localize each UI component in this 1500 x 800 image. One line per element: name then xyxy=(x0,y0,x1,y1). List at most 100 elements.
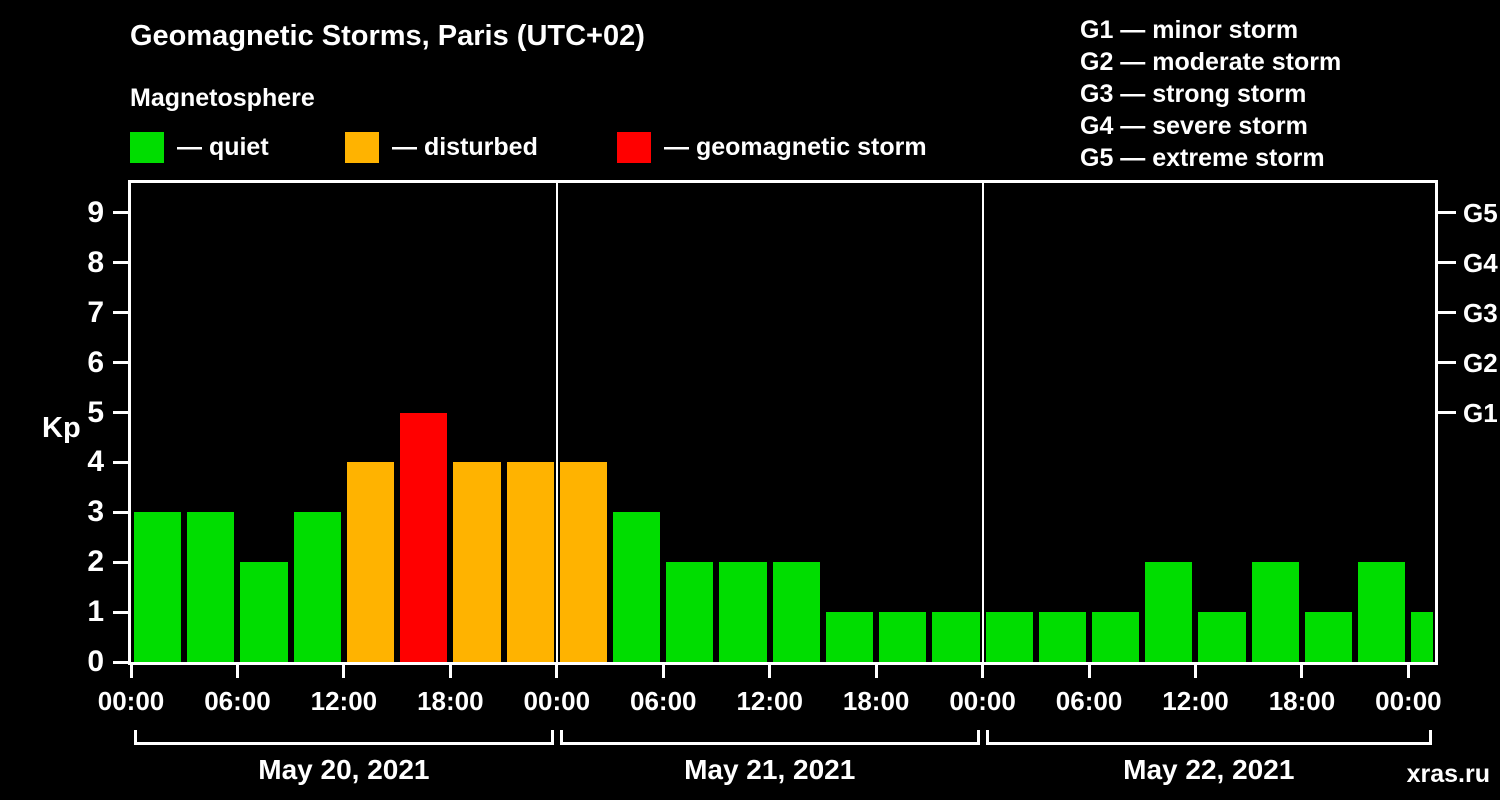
g-axis-label: G5 xyxy=(1463,197,1498,228)
g-axis-label: G3 xyxy=(1463,297,1498,328)
storm-color-swatch xyxy=(617,132,651,163)
x-axis-tick xyxy=(1300,665,1304,678)
watermark: xras.ru xyxy=(1406,760,1490,788)
chart-subtitle: Magnetosphere xyxy=(130,84,315,112)
kp-bar xyxy=(932,612,980,662)
y-axis-tick xyxy=(113,610,131,614)
y-axis-tick xyxy=(113,211,131,215)
y-axis-tick-label: 6 xyxy=(87,345,104,379)
y-axis-tick-label: 8 xyxy=(87,245,104,279)
y-axis-tick-label: 0 xyxy=(87,645,104,678)
x-axis-tick xyxy=(1406,665,1410,678)
y-axis-tick-label: 4 xyxy=(87,445,104,479)
g-scale-legend: G1 — minor storm G2 — moderate storm G3 … xyxy=(1080,14,1341,174)
y-axis-tick-label: 9 xyxy=(87,195,104,229)
day-bracket-end-right xyxy=(1429,730,1432,745)
kp-bar xyxy=(719,562,767,662)
disturbed-legend-label: — disturbed xyxy=(392,133,538,161)
g5-legend-line: G5 — extreme storm xyxy=(1080,144,1325,172)
kp-bar xyxy=(1092,612,1140,662)
x-axis-tick xyxy=(874,665,878,678)
g-axis-tick xyxy=(1438,361,1456,365)
kp-bar xyxy=(346,462,395,662)
y-axis-title: Kp xyxy=(42,412,81,444)
day-bracket-end-left xyxy=(985,730,989,745)
g-axis-tick xyxy=(1438,261,1456,265)
g2-legend-line: G2 — moderate storm xyxy=(1080,48,1342,76)
y-axis-tick xyxy=(113,510,131,514)
kp-bar xyxy=(613,512,661,662)
x-axis-tick-label: 06:00 xyxy=(629,686,697,716)
g4-legend-line: G4 — severe storm xyxy=(1080,112,1308,140)
y-axis-tick xyxy=(113,560,131,564)
kp-bar xyxy=(1251,562,1299,662)
plot-area xyxy=(128,180,1438,665)
legend-item-disturbed: — disturbed xyxy=(345,132,538,163)
x-axis-tick xyxy=(342,665,346,678)
g-axis-label: G4 xyxy=(1463,247,1498,278)
x-axis-tick-label: 12:00 xyxy=(1162,686,1229,716)
g3-legend-line: G3 — strong storm xyxy=(1080,80,1307,108)
kp-bar xyxy=(1198,612,1246,662)
g-axis-label: G2 xyxy=(1463,347,1498,378)
legend-item-quiet: — quiet xyxy=(130,132,269,163)
day-bracket-line xyxy=(134,742,554,745)
kp-bar xyxy=(825,612,874,662)
y-axis-tick-label: 2 xyxy=(87,545,104,579)
y-axis-tick-label: 3 xyxy=(87,495,104,529)
y-axis-tick-label: 1 xyxy=(87,595,104,629)
y-axis-tick xyxy=(113,411,131,415)
x-axis-tick xyxy=(1193,665,1197,678)
x-axis-tick-label: 18:00 xyxy=(1268,686,1336,716)
day-date-label: May 22, 2021 xyxy=(1123,754,1295,785)
x-axis-tick xyxy=(768,665,772,678)
x-axis-tick-label: 12:00 xyxy=(310,686,378,716)
kp-bar xyxy=(1038,612,1087,662)
x-axis-tick xyxy=(1087,665,1091,678)
y-axis-tick xyxy=(113,460,131,464)
kp-bar xyxy=(1304,612,1353,662)
quiet-legend-label: — quiet xyxy=(177,133,269,161)
g-axis-tick xyxy=(1438,311,1456,315)
g-axis-tick xyxy=(1438,411,1456,415)
day-bracket-end-left xyxy=(134,730,137,745)
x-axis-tick-label: 06:00 xyxy=(1055,686,1123,716)
day-date-label: May 21, 2021 xyxy=(684,754,856,785)
day-separator-line xyxy=(555,183,558,662)
kp-bar xyxy=(453,462,501,662)
kp-bar xyxy=(240,562,288,662)
legend-item-storm: — geomagnetic storm xyxy=(617,132,927,163)
x-axis-tick xyxy=(129,665,133,678)
g-axis-tick xyxy=(1438,211,1456,215)
day-date-label: May 20, 2021 xyxy=(258,754,430,785)
kp-bar xyxy=(559,462,607,662)
storm-legend-label: — geomagnetic storm xyxy=(664,133,927,161)
day-bracket-line xyxy=(559,742,980,745)
kp-bar xyxy=(1358,562,1406,662)
g-axis-label: G1 xyxy=(1463,397,1498,428)
x-axis-tick-label: 00:00 xyxy=(949,686,1016,716)
x-axis-tick-label: 18:00 xyxy=(417,686,484,716)
day-bracket-end-right xyxy=(550,730,554,745)
kp-bar xyxy=(506,462,554,662)
kp-bar xyxy=(293,512,341,662)
kp-bar xyxy=(879,612,927,662)
kp-bar xyxy=(187,512,235,662)
y-axis-tick-label: 5 xyxy=(87,395,104,429)
day-bracket-end-left xyxy=(559,730,563,745)
x-axis-tick-label: 06:00 xyxy=(204,686,271,716)
x-axis-tick-label: 18:00 xyxy=(842,686,910,716)
x-axis-tick-label: 00:00 xyxy=(1375,686,1442,716)
y-axis-tick xyxy=(113,361,131,365)
x-axis-tick-label: 00:00 xyxy=(97,686,165,716)
kp-bar xyxy=(134,512,182,662)
x-axis-tick xyxy=(448,665,452,678)
kp-bar xyxy=(1145,562,1193,662)
x-axis-tick xyxy=(661,665,665,678)
kp-bar xyxy=(985,612,1033,662)
x-axis-tick xyxy=(235,665,239,678)
quiet-color-swatch xyxy=(130,132,164,163)
y-axis-tick xyxy=(113,261,131,265)
day-separator-line xyxy=(981,183,984,662)
